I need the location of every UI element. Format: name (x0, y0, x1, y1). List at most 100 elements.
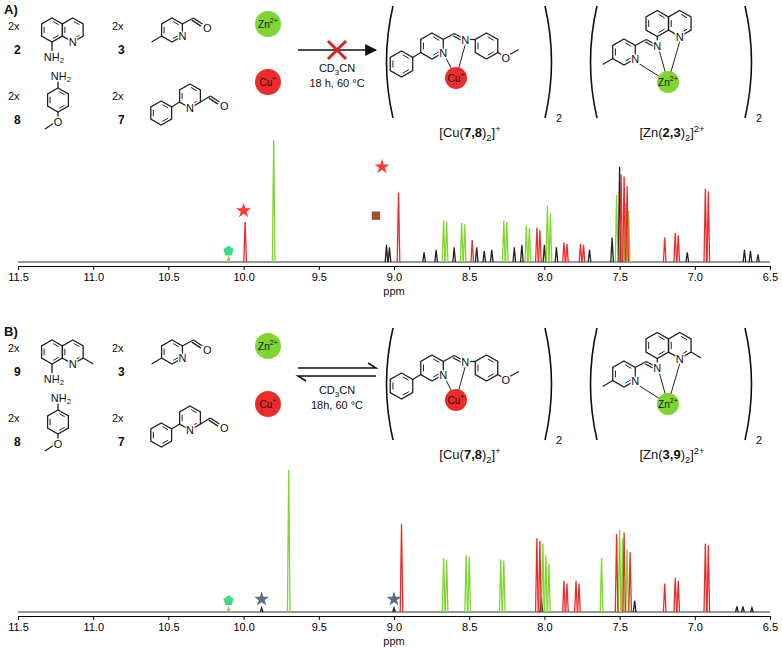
plot-area (18, 140, 770, 262)
bond (671, 20, 672, 27)
bond (152, 358, 162, 364)
peak (707, 191, 710, 262)
atom-label-part: O (54, 116, 63, 128)
bond (635, 362, 646, 368)
count-part: 2x (8, 20, 20, 32)
bond (433, 359, 439, 362)
bond (164, 349, 165, 355)
bond (200, 96, 210, 102)
panel-label: B) (4, 324, 18, 339)
tick-label: 10.0 (233, 271, 254, 283)
bond (162, 105, 168, 108)
count: 2x (8, 20, 20, 32)
peak (483, 251, 486, 262)
atom-label: O (220, 422, 229, 434)
atom-label-part: O (501, 52, 510, 64)
atom-label-part: N (178, 30, 186, 42)
atom-label: N (439, 369, 447, 381)
forward-arrow (298, 363, 376, 368)
peak (548, 564, 551, 612)
bond (59, 92, 65, 95)
peak (468, 557, 471, 612)
peak (272, 140, 275, 262)
tick-mark (93, 616, 94, 620)
compound-number: 3 (118, 365, 125, 379)
bond (74, 22, 80, 25)
tick-label: 8.5 (462, 621, 477, 633)
bond (193, 18, 202, 24)
bond (433, 37, 439, 40)
count-part: 2x (8, 90, 20, 102)
bond (469, 39, 475, 40)
x-axis: 11.511.010.510.09.59.08.58.07.57.06.5 (8, 266, 778, 283)
ion-label: Zn2+ (258, 16, 278, 30)
peak (674, 233, 677, 262)
ring (646, 333, 669, 359)
panel-label: A) (4, 2, 18, 17)
bond (192, 20, 201, 26)
product-formula: [Cu(7,8)2]+ (439, 446, 500, 465)
tick-label: 8.0 (537, 271, 552, 283)
peak-marker (254, 591, 269, 605)
tick-label: 7.0 (688, 621, 703, 633)
peak (704, 189, 707, 262)
count-part: 2x (112, 412, 124, 424)
ion-label-part: 2+ (270, 16, 278, 25)
ion-label-part: Zn (258, 341, 270, 352)
ring (48, 88, 69, 112)
count: 2x (8, 412, 20, 424)
bond (488, 52, 494, 55)
product-formula-part: [Zn( (639, 125, 663, 140)
atom-label: O (54, 116, 63, 128)
peak (588, 250, 591, 262)
count-part: 2x (112, 90, 124, 102)
bond (53, 344, 59, 347)
ion-label: Zn2+ (658, 74, 678, 88)
parenthesis (545, 328, 552, 440)
bond (200, 418, 210, 424)
atom-label: N (461, 34, 469, 46)
peak (579, 244, 582, 262)
compound-number: 3 (118, 43, 125, 57)
tick: 10.5 (158, 266, 179, 283)
atom-label: O (501, 52, 510, 64)
peak (615, 195, 618, 262)
tick-mark (18, 266, 19, 270)
bond (44, 349, 45, 355)
compound-number-part: 2 (14, 43, 21, 57)
atom-label-part: N (631, 375, 639, 387)
atom-label-part: NH (51, 392, 67, 404)
peak (521, 245, 524, 262)
bond (209, 98, 218, 104)
tick: 7.5 (612, 266, 627, 283)
bond (45, 445, 54, 451)
ring (390, 373, 413, 399)
product-formula-part: 2,3 (663, 125, 681, 140)
plot-area (18, 470, 770, 612)
ion-label-part: Zn (658, 77, 670, 88)
peak (626, 186, 629, 262)
count: 2x (112, 412, 124, 424)
product-formula-part: 7,8 (464, 447, 482, 462)
cross (328, 41, 346, 59)
bond (45, 123, 54, 129)
peak (704, 544, 707, 612)
bond (659, 336, 665, 339)
peak (525, 225, 528, 262)
ring (151, 423, 172, 447)
bond (603, 381, 613, 387)
compound-number-part: 7 (118, 113, 125, 127)
ring (42, 18, 63, 42)
ion-label-part: Cu (260, 399, 273, 410)
count-part: 2 (556, 112, 562, 124)
peak (566, 244, 569, 262)
atom-label: N (178, 352, 186, 364)
peak (626, 550, 629, 612)
ring (646, 11, 669, 37)
peak (757, 255, 760, 262)
parenthesis (591, 328, 598, 440)
tick-mark (244, 616, 245, 620)
bond (488, 359, 494, 362)
ring (151, 101, 172, 125)
bond (648, 342, 649, 349)
